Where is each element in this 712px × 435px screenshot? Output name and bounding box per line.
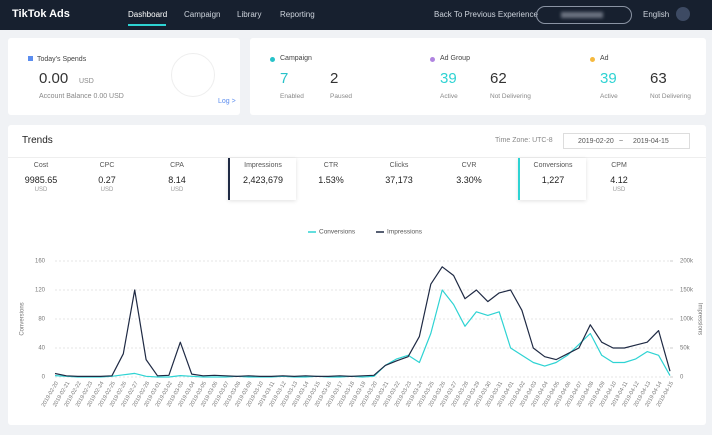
brand[interactable]: TikTok Ads: [12, 8, 70, 20]
avatar[interactable]: [676, 7, 690, 21]
metric-label: CPM: [611, 162, 627, 169]
y2-tick-label: 200k: [680, 259, 694, 265]
trends-title: Trends: [22, 135, 53, 146]
y2-axis-label: Impressions: [696, 303, 702, 335]
metric-label: CTR: [323, 162, 339, 169]
date-start: 2019-02-20: [578, 138, 614, 145]
metric: CPA 8.14 USD: [144, 158, 210, 200]
status-title: Campaign: [280, 55, 312, 62]
status-a-value: 7: [280, 70, 289, 87]
y2-tick-label: 0: [680, 375, 684, 381]
nav-link[interactable]: Campaign: [184, 10, 221, 19]
metric-unit: USD: [34, 187, 48, 193]
top-nav: TikTok Ads Dashboard Campaign Library Repor…: [0, 0, 712, 30]
status-a-label: Enabled: [280, 93, 304, 100]
status-title: Ad Group: [440, 55, 470, 62]
timezone: Time Zone: UTC-8: [495, 137, 553, 144]
balance: Account Balance 0.00 USD: [39, 93, 124, 100]
status-a-label: Active: [600, 93, 618, 100]
metric-label: CPC: [99, 162, 115, 169]
status-b-label: Paused: [330, 93, 353, 100]
y2-tick-label: 150k: [680, 288, 694, 294]
date-end: 2019-04-15: [633, 138, 669, 145]
back-link[interactable]: Back To Previous Experience: [434, 10, 538, 19]
y-axis-label: Conversions: [20, 302, 26, 335]
status-dot: [270, 57, 275, 62]
metric-value: 4.12: [610, 175, 628, 185]
status-card: Campaign 7 Enabled 2 Paused Ad Group 39 Active 6…: [250, 38, 706, 115]
metric-value: 8.14: [168, 175, 186, 185]
metric-label: Conversions: [533, 162, 573, 169]
metric-value: 0.27: [98, 175, 116, 185]
spends-unit: USD: [79, 78, 94, 85]
nav-link[interactable]: Dashboard: [128, 10, 168, 19]
status-dot: [430, 57, 435, 62]
status-b-value: 63: [650, 70, 667, 87]
y-tick-label: 160: [35, 259, 46, 265]
metric-label: Impressions: [244, 162, 282, 169]
legend-label: Impressions: [387, 229, 423, 236]
metric-value: 2,423,679: [242, 175, 284, 185]
trend-chart: 0 40 80 120 160 0 50k 100k 150k 200k Conversions Im…: [20, 229, 703, 408]
metric: Clicks 37,173: [366, 158, 432, 200]
divider: [8, 157, 706, 158]
metric-value: 37,173: [385, 175, 413, 185]
status-b-label: Not Delivering: [490, 93, 531, 100]
metric: CPC 0.27 USD: [74, 158, 140, 200]
status-a-value: 39: [600, 70, 617, 87]
status-dot: [590, 57, 595, 62]
status-a-value: 39: [440, 70, 457, 87]
metric-label: Cost: [33, 162, 49, 169]
metric-value: 3.30%: [456, 175, 482, 185]
y2-tick-label: 50k: [680, 346, 691, 352]
nav-link[interactable]: Library: [237, 10, 262, 19]
metric: CPM 4.12 USD: [586, 158, 652, 200]
metric-label: CPA: [170, 162, 184, 169]
date-range[interactable]: 2019-02-20 ~ 2019-04-15: [563, 133, 690, 149]
spends-title: Today's Spends: [28, 56, 86, 63]
metric: Impressions 2,423,679: [228, 158, 296, 200]
metric-label: CVR: [461, 162, 477, 169]
language[interactable]: English: [643, 10, 670, 19]
spends-ring: [171, 53, 215, 97]
legend-label: Conversions: [319, 229, 356, 236]
metric-unit: USD: [612, 187, 626, 193]
metric-value: 1,227: [541, 175, 565, 185]
log-link[interactable]: Log >: [218, 98, 236, 105]
metric-unit: USD: [100, 187, 114, 193]
status-b-value: 2: [330, 70, 339, 87]
status-b-value: 62: [490, 70, 507, 87]
nav-link[interactable]: Reporting: [280, 10, 315, 19]
status-b-label: Not Delivering: [650, 93, 691, 100]
spends-card: Today's Spends 0.00 USD Account Balance …: [8, 38, 240, 115]
active-underline: [128, 24, 166, 26]
spends-title-text: Today's Spends: [37, 56, 87, 63]
y-tick-label: 80: [38, 317, 45, 323]
y-tick-label: 40: [38, 346, 45, 352]
metric: Cost 9985.65 USD: [8, 158, 74, 200]
metrics-row: Cost 9985.65 USD CPC 0.27 USD CPA 8.14 USD Impres…: [8, 158, 706, 204]
metric-value: 1.53%: [318, 175, 344, 185]
metric-label: Clicks: [389, 162, 409, 169]
metric: CVR 3.30%: [436, 158, 502, 200]
metric-value: 9985.65: [24, 175, 58, 185]
account-name-blurred: [561, 12, 603, 18]
spends-value: 0.00: [39, 70, 69, 87]
series-line: [54, 289, 671, 378]
account-select[interactable]: [536, 6, 632, 24]
status-a-label: Active: [440, 93, 458, 100]
metric: Conversions 1,227: [518, 158, 586, 200]
y-tick-label: 120: [35, 288, 46, 294]
metric-unit: USD: [170, 187, 184, 193]
series-line: [54, 266, 671, 377]
y-tick-label: 0: [42, 375, 46, 381]
status-title: Ad: [600, 55, 609, 62]
metric: CTR 1.53%: [298, 158, 364, 200]
y2-tick-label: 100k: [680, 317, 694, 323]
date-sep: ~: [619, 138, 624, 145]
